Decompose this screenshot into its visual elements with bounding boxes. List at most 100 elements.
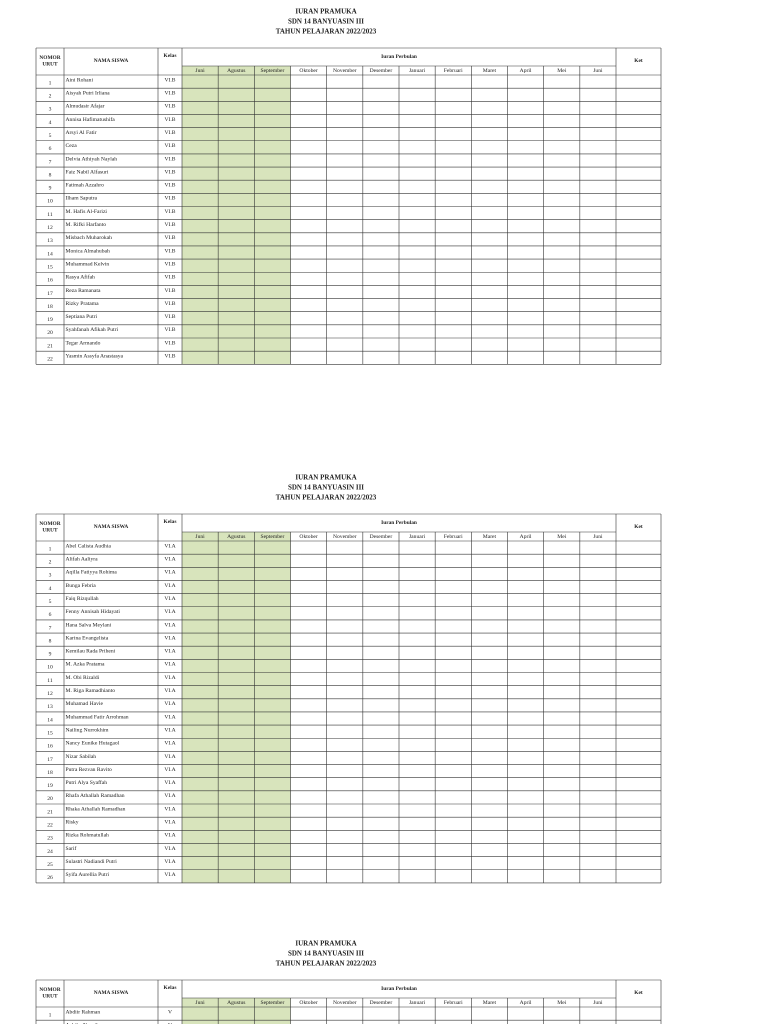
month: September [260,68,284,74]
row-number: 6 [49,146,52,152]
student-name: Aqilla Fatiyya Rohima [66,570,118,576]
student-name: Monica Almahubah [66,248,110,254]
row-number: 24 [47,849,53,855]
student-name: Syahfanah Afikah Putri [66,326,119,333]
class: VI.B [164,222,175,228]
month: April [520,68,532,74]
class: VI.A [164,727,175,733]
class: VI.A [164,662,175,668]
class: VI.B [164,91,175,97]
student-name: Muhammad Fatir Arrohman [66,714,129,720]
class: VI.B [164,77,175,83]
class: VI.A [164,649,175,655]
class: VI.B [164,117,175,123]
row-number: 4 [49,586,52,592]
student-name: Tegar Armando [66,340,101,346]
row-number: 12 [47,691,53,697]
student-name: Sarif [66,845,77,852]
row-number: 3 [49,107,52,113]
month: Januari [409,534,426,540]
student-name: Rizky Pratama [66,301,100,307]
month: September [260,1000,284,1006]
row-number: 13 [47,238,53,244]
header-kelas: Kelas [164,985,177,991]
header-no: URUT [42,994,58,1000]
class: VI.A [164,820,175,826]
month: Maret [483,68,497,74]
row-number: 25 [47,862,53,868]
header-iuran: Iuran Perbulan [381,986,417,992]
class: VI.A [164,806,175,812]
row-number: 8 [49,172,52,178]
student-name: Rizka Rohmatullah [66,833,110,839]
month: Desember [370,1000,393,1006]
class: VI.B [164,275,175,281]
month: Juni [195,68,205,74]
month: November [333,534,357,540]
class: VI.A [164,767,175,773]
title-line: IURAN PRAMUKA [295,8,356,16]
month: November [333,68,357,74]
row-number: 12 [47,225,53,231]
month: Februari [444,1000,463,1006]
class: VI.A [164,596,175,602]
class: VI.B [164,314,175,320]
row-number: 1 [49,80,52,86]
month: Agustus [227,1000,245,1006]
class: VI.A [164,635,175,641]
class: VI.B [164,235,175,241]
student-name: Fenny Annisah Hidayati [66,609,121,615]
student-name: Putra Rezvan Ravito [66,767,112,773]
class: V [168,1023,172,1024]
class: VI.A [164,872,175,878]
header-iuran: Iuran Perbulan [381,520,417,526]
row-number: 20 [47,330,53,336]
row-number: 9 [49,652,52,658]
student-name: Faiz Nabil Alfasuri [66,168,109,175]
class: VI.A [164,780,175,786]
student-name: Yasmin Assyfa Anastasya [66,353,124,360]
student-name: Nailing Nurrokhim [66,727,110,733]
class: VI.B [164,288,175,294]
month: Desember [370,68,393,74]
row-number: 10 [47,665,53,671]
class: VI.B [164,104,175,110]
student-name: M. Riga Ramadhianto [66,688,116,694]
header-no: NOMOR [39,521,60,527]
row-number: 5 [49,133,52,139]
row-number: 10 [47,199,53,205]
month: September [260,534,284,540]
row-number: 20 [47,796,53,802]
student-name: Alifah Aaliyra [66,556,99,563]
row-number: 18 [47,770,53,776]
paid-fill [182,532,291,883]
student-name: Risky [66,820,79,826]
student-name: Delvia Athiyah Naylah [66,156,118,162]
student-name: Sulastri Nadiandi Putri [66,859,118,865]
row-number: 26 [47,875,53,881]
student-name: M. Hafis Al-Farizi [66,208,108,215]
student-name: Bunga Febria [66,583,97,589]
student-name: Karina Evangelista [66,635,109,641]
title-line: IURAN PRAMUKA [295,474,356,482]
class: VI.B [164,327,175,333]
row-number: 6 [49,612,52,618]
student-name: Aini Rohani [66,77,94,83]
row-number: 19 [47,317,53,323]
month: Februari [444,534,463,540]
title-line: SDN 14 BANYUASIN III [288,950,364,958]
class: VI.A [164,859,175,865]
class: VI.B [164,209,175,215]
title-line: SDN 14 BANYUASIN III [288,484,364,492]
row-number: 21 [47,809,53,815]
row-number: 18 [47,304,53,310]
student-name: Rhafa Athallah Ramadhan [66,792,125,799]
row-number: 22 [47,357,53,363]
row-number: 15 [47,730,53,736]
student-name: M. Azka Pratama [66,662,106,668]
student-name: Achika Nasyila [66,1023,101,1024]
student-name: Aisyah Putri Irliana [66,91,111,97]
class: VI.A [164,543,175,549]
student-name: Almudasir Afajar [66,103,105,110]
row-number: 7 [49,159,52,165]
